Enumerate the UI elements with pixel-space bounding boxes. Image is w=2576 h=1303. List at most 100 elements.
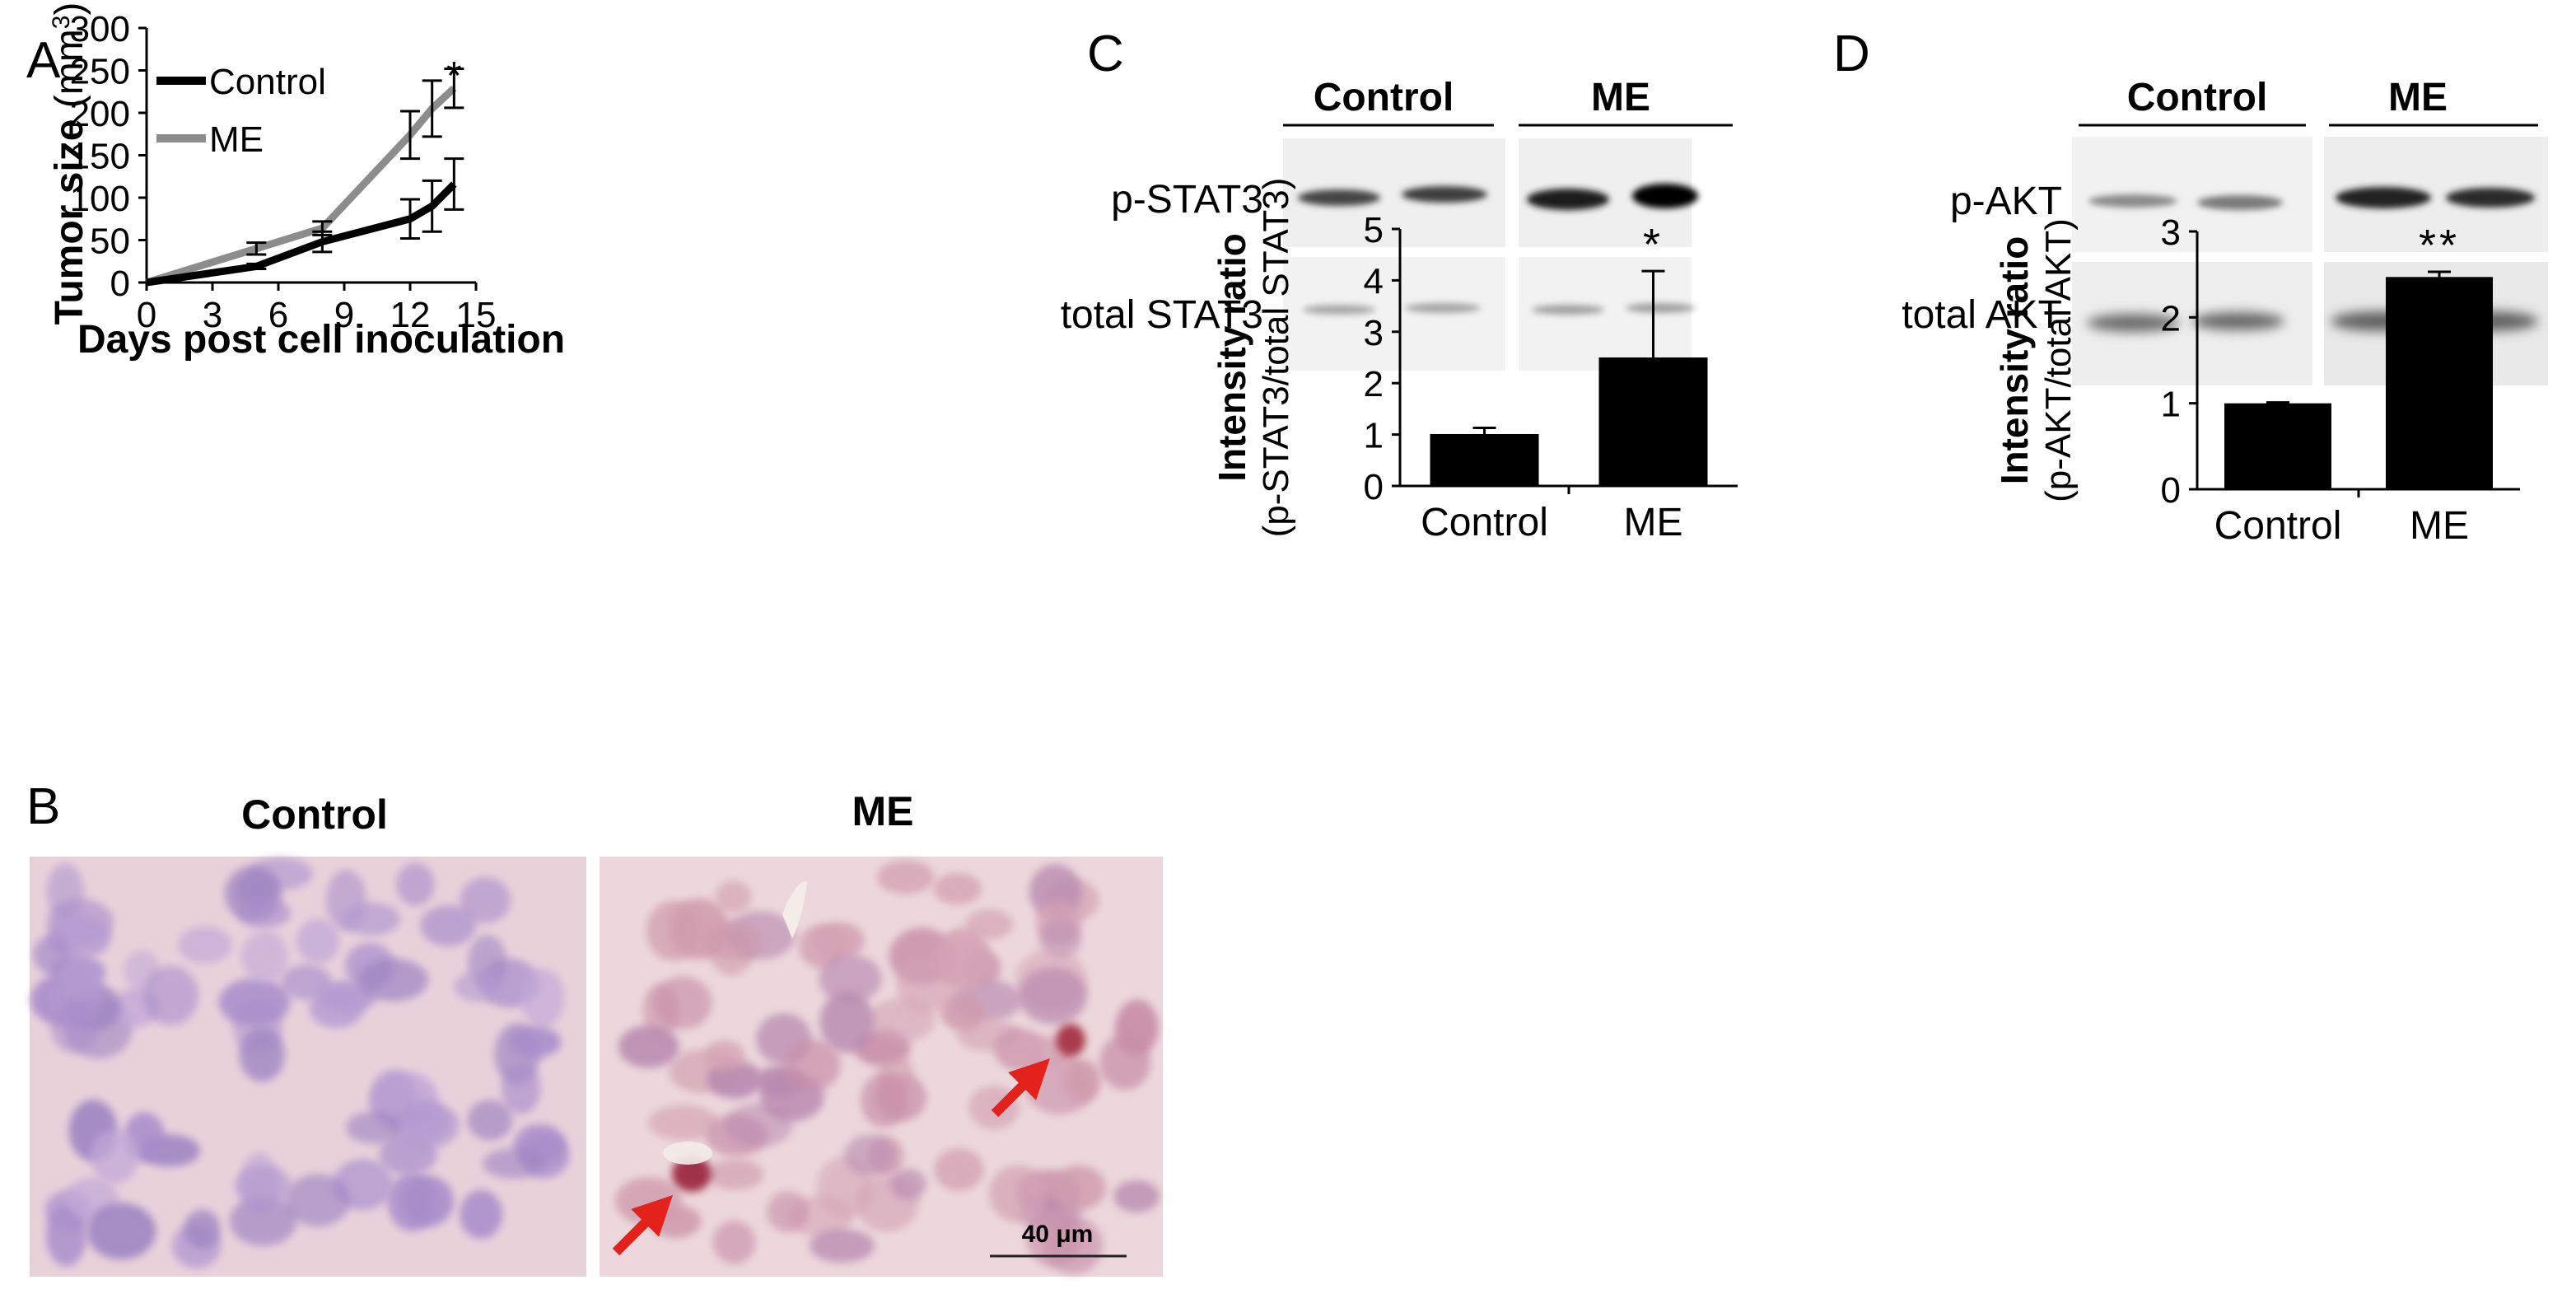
cell-nucleus bbox=[933, 873, 982, 905]
bar-me bbox=[2386, 277, 2493, 489]
ihc-me-title: ME bbox=[852, 788, 914, 834]
y-axis-label: Intensity ratio bbox=[1211, 233, 1253, 482]
cell-nucleus bbox=[876, 860, 935, 894]
cell-nucleus bbox=[357, 958, 429, 1002]
cell-nucleus bbox=[784, 1039, 841, 1091]
cell-nucleus bbox=[889, 1168, 927, 1200]
cell-nucleus bbox=[235, 1165, 292, 1207]
cell-nucleus bbox=[934, 1148, 984, 1191]
bar-control bbox=[2224, 403, 2331, 489]
blot-d-group-me: ME bbox=[2388, 76, 2448, 119]
x-tick-label: 6 bbox=[268, 295, 288, 335]
y-tick-label: 200 bbox=[70, 94, 130, 134]
blot-d-row-label: total AKT bbox=[1902, 293, 2062, 337]
panel-a-letter: A bbox=[26, 32, 61, 89]
legend-label: ME bbox=[209, 119, 264, 160]
cell-nucleus bbox=[296, 918, 340, 964]
cell-nucleus bbox=[218, 978, 291, 1026]
y-tick-label: 150 bbox=[70, 137, 130, 177]
blot-band bbox=[2336, 187, 2431, 208]
y-tick-label: 100 bbox=[70, 179, 130, 219]
x-tick-label: 12 bbox=[390, 295, 431, 335]
panel-b: B Control ME 40 μm bbox=[26, 778, 1163, 1277]
x-tick-label: 9 bbox=[334, 295, 354, 335]
y-tick-label: 0 bbox=[110, 264, 130, 304]
blot-band bbox=[2087, 314, 2179, 332]
blot-band bbox=[1402, 186, 1487, 203]
blot-p-akt-control bbox=[2072, 137, 2312, 252]
cell-nucleus bbox=[45, 1204, 87, 1267]
panel-d-letter: D bbox=[1833, 26, 1870, 82]
blot-band bbox=[1298, 189, 1380, 206]
y-axis-sublabel: (p-STAT3/total STAT3) bbox=[1256, 178, 1296, 538]
cell-nucleus bbox=[501, 1062, 541, 1114]
cell-nucleus bbox=[965, 908, 1014, 940]
blot-d-row-label: p-AKT bbox=[1950, 180, 2062, 223]
cell-nucleus bbox=[454, 971, 505, 1002]
cell-nucleus bbox=[460, 1189, 503, 1239]
cell-nucleus bbox=[229, 1195, 297, 1246]
cell-nucleus bbox=[142, 965, 199, 1025]
cell-nucleus bbox=[1052, 1165, 1107, 1211]
ihc-me-cells bbox=[615, 860, 1160, 1275]
cell-nucleus bbox=[809, 1229, 875, 1263]
bar-control bbox=[1430, 433, 1539, 486]
panel-b-letter: B bbox=[26, 778, 60, 835]
x-tick-label: ME bbox=[1624, 501, 1683, 544]
cell-nucleus bbox=[184, 1209, 221, 1249]
cell-nucleus bbox=[646, 900, 701, 961]
cell-nucleus bbox=[618, 1025, 679, 1068]
cell-nucleus bbox=[178, 926, 232, 964]
blot-band bbox=[2192, 312, 2284, 330]
cell-nucleus bbox=[700, 921, 763, 960]
cell-nucleus bbox=[940, 994, 985, 1031]
cell-nucleus bbox=[989, 1165, 1047, 1223]
cell-nucleus bbox=[704, 1040, 745, 1072]
cell-nucleus bbox=[285, 1174, 351, 1227]
blot-band bbox=[1632, 184, 1698, 208]
blot-band bbox=[1527, 189, 1609, 210]
cell-nucleus bbox=[819, 991, 875, 1053]
blot-band bbox=[1626, 303, 1695, 313]
cell-nucleus bbox=[935, 927, 992, 990]
y-tick-label: 0 bbox=[2161, 470, 2181, 511]
panel-c-letter: C bbox=[1087, 26, 1124, 82]
cell-nucleus bbox=[509, 1026, 562, 1058]
x-axis-label: Days post cell inoculation bbox=[77, 318, 565, 362]
cell-nucleus bbox=[346, 1111, 402, 1144]
blot-total-stat3-me bbox=[1519, 257, 1692, 371]
cell-nucleus bbox=[843, 1134, 896, 1176]
legend-label: Control bbox=[209, 62, 326, 102]
cell-nucleus bbox=[712, 1221, 756, 1264]
blot-band bbox=[1405, 303, 1481, 313]
cell-nucleus bbox=[483, 1147, 545, 1179]
cell-nucleus bbox=[1113, 1179, 1160, 1213]
cell-nucleus bbox=[1018, 967, 1088, 1025]
y-tick-label: 2 bbox=[1364, 364, 1384, 404]
cell-nucleus bbox=[236, 898, 292, 928]
cell-nucleus bbox=[239, 1026, 286, 1082]
x-tick-label: 15 bbox=[456, 295, 497, 335]
y-tick-label: 5 bbox=[1364, 210, 1384, 250]
positive-cell bbox=[672, 1156, 712, 1192]
y-axis-label: Intensity ratio bbox=[1993, 236, 2036, 485]
blot-band bbox=[1532, 305, 1604, 315]
cell-nucleus bbox=[396, 862, 435, 906]
series-line-control bbox=[146, 181, 457, 287]
y-tick-label: 50 bbox=[90, 222, 130, 262]
cell-nucleus bbox=[420, 905, 477, 946]
arrow-icon bbox=[612, 1195, 673, 1256]
ihc-control-title: Control bbox=[241, 792, 388, 838]
blot-band bbox=[2446, 188, 2535, 208]
x-tick-label: Control bbox=[2214, 504, 2342, 548]
significance-marker: * bbox=[1643, 220, 1664, 269]
cell-nucleus bbox=[91, 1129, 139, 1184]
vessel-lumen bbox=[663, 1142, 712, 1165]
cell-nucleus bbox=[1116, 998, 1159, 1055]
cell-nucleus bbox=[342, 902, 401, 936]
blot-d-group-control: Control bbox=[2127, 76, 2268, 119]
y-tick-label: 2 bbox=[2161, 298, 2181, 339]
y-tick-label: 0 bbox=[1364, 467, 1384, 507]
